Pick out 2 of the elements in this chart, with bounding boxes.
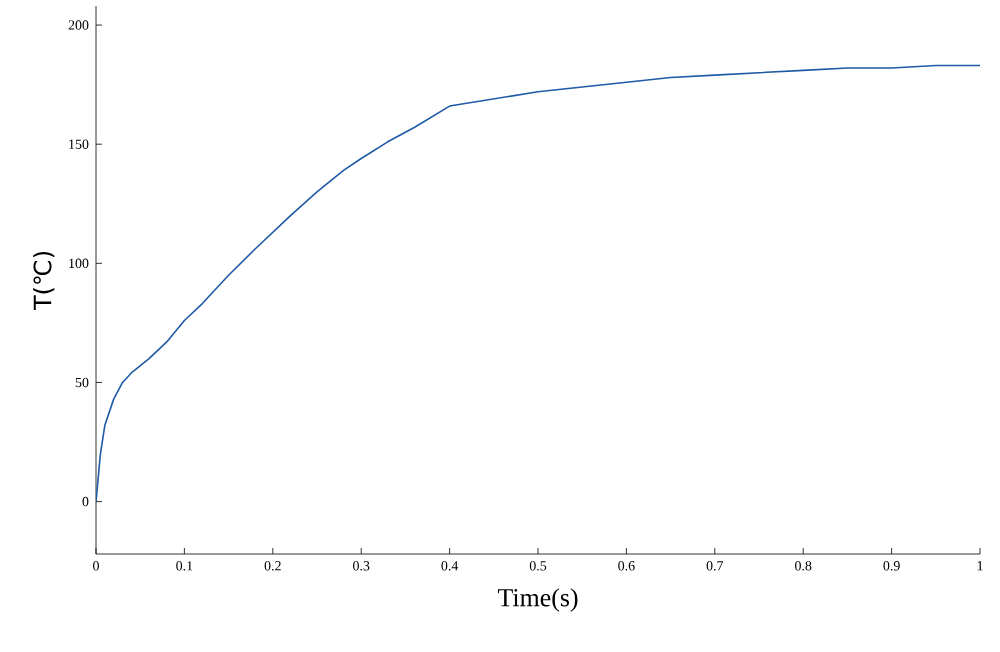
- y-axis-title: T(℃): [33, 251, 55, 311]
- x-axis-title: Time(s): [497, 588, 578, 612]
